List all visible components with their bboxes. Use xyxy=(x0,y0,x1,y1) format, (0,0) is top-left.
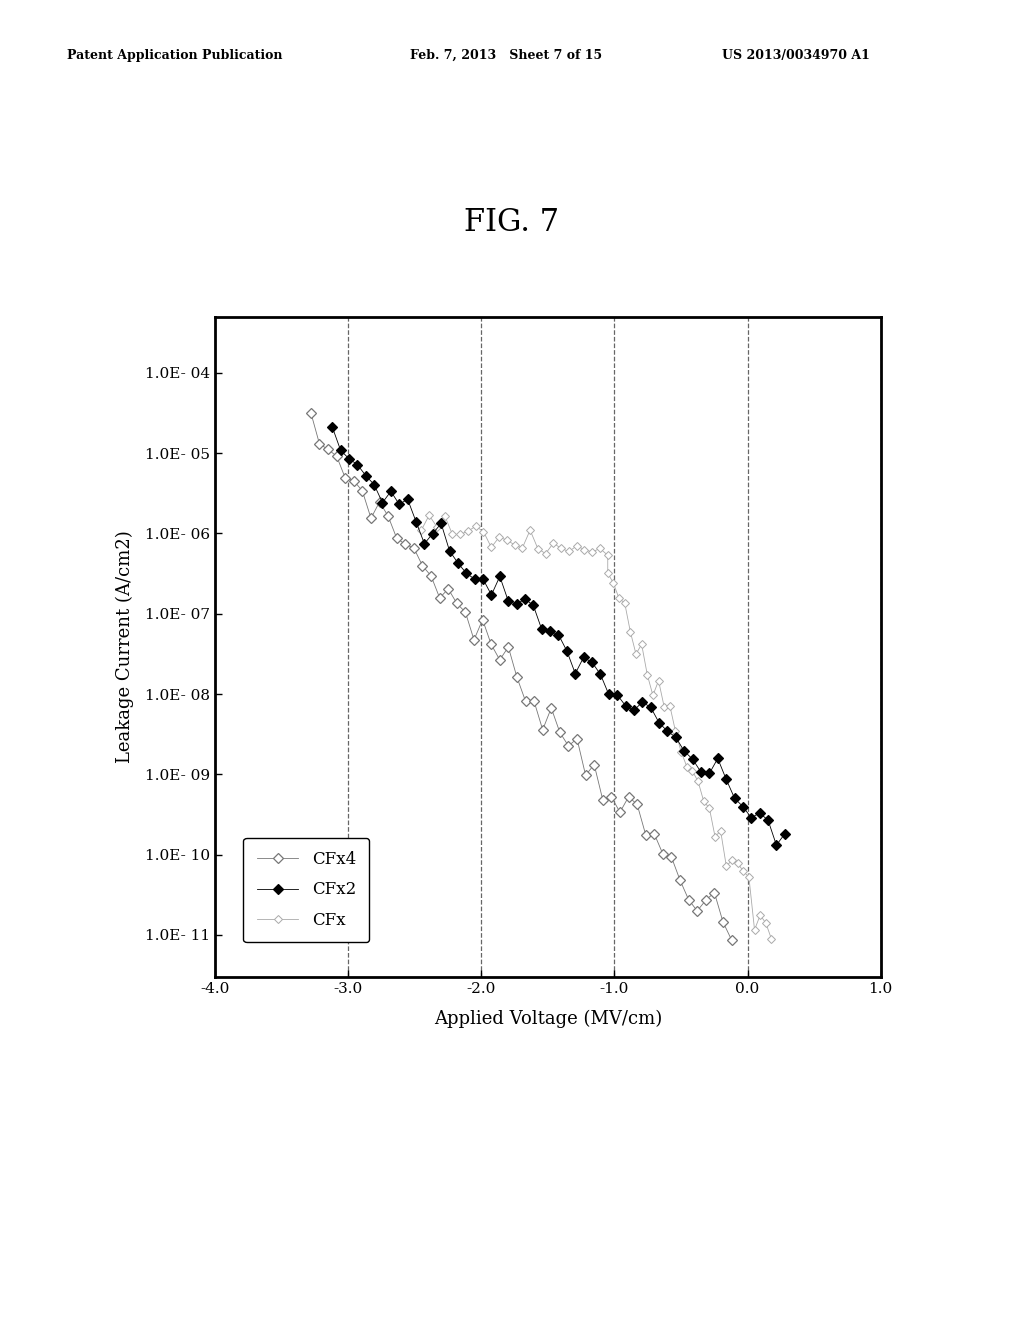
CFx4 xyxy=(623,789,635,805)
CFx4 xyxy=(460,605,472,620)
CFx2 xyxy=(326,418,338,434)
CFx4 xyxy=(408,540,420,556)
CFx4 xyxy=(570,731,583,747)
CFx4 xyxy=(631,796,643,812)
CFx xyxy=(423,507,435,523)
CFx xyxy=(470,519,482,535)
CFx4 xyxy=(451,595,463,611)
CFx2 xyxy=(778,826,791,842)
Line: CFx4: CFx4 xyxy=(307,409,735,944)
CFx4 xyxy=(640,826,652,842)
CFx4 xyxy=(348,473,360,488)
Line: CFx2: CFx2 xyxy=(329,424,788,849)
CFx4 xyxy=(528,693,541,709)
X-axis label: Applied Voltage (MV/cm): Applied Voltage (MV/cm) xyxy=(434,1010,662,1028)
CFx2 xyxy=(770,837,782,853)
CFx xyxy=(524,523,537,539)
CFx2 xyxy=(410,513,422,529)
CFx xyxy=(760,915,772,931)
Legend: CFx4, CFx2, CFx: CFx4, CFx2, CFx xyxy=(244,838,370,942)
CFx2 xyxy=(435,516,447,532)
CFx4 xyxy=(605,789,617,805)
Line: CFx: CFx xyxy=(419,512,774,942)
CFx4 xyxy=(382,508,394,524)
CFx4 xyxy=(485,636,498,652)
CFx4 xyxy=(433,590,445,606)
CFx4 xyxy=(425,568,437,583)
CFx4 xyxy=(365,511,377,527)
CFx4 xyxy=(399,536,412,552)
CFx xyxy=(737,863,750,879)
CFx4 xyxy=(674,873,686,888)
Text: Patent Application Publication: Patent Application Publication xyxy=(67,49,282,62)
CFx4 xyxy=(322,441,334,457)
CFx4 xyxy=(476,611,488,627)
CFx2 xyxy=(494,569,506,585)
CFx4 xyxy=(613,804,626,820)
CFx xyxy=(415,523,427,539)
CFx4 xyxy=(537,722,549,738)
CFx4 xyxy=(725,932,737,948)
CFx4 xyxy=(699,892,712,908)
CFx4 xyxy=(417,558,429,574)
CFx2 xyxy=(762,812,774,828)
CFx4 xyxy=(356,483,369,499)
CFx4 xyxy=(519,693,531,709)
CFx4 xyxy=(691,903,703,919)
CFx4 xyxy=(562,738,574,754)
CFx4 xyxy=(313,436,326,451)
CFx4 xyxy=(502,639,514,655)
CFx2 xyxy=(728,791,740,807)
CFx4 xyxy=(666,849,678,865)
Text: Feb. 7, 2013   Sheet 7 of 15: Feb. 7, 2013 Sheet 7 of 15 xyxy=(410,49,602,62)
CFx4 xyxy=(305,405,317,421)
CFx4 xyxy=(648,826,660,842)
CFx4 xyxy=(709,884,721,900)
CFx4 xyxy=(597,792,609,808)
CFx4 xyxy=(656,846,669,862)
CFx xyxy=(579,541,591,557)
CFx4 xyxy=(339,470,351,486)
CFx4 xyxy=(545,700,557,715)
CFx4 xyxy=(468,632,480,648)
CFx4 xyxy=(374,494,386,510)
CFx4 xyxy=(682,892,694,908)
CFx4 xyxy=(717,913,729,929)
CFx4 xyxy=(331,449,343,465)
CFx4 xyxy=(494,652,506,668)
CFx4 xyxy=(580,767,592,783)
CFx4 xyxy=(588,756,600,772)
Text: US 2013/0034970 A1: US 2013/0034970 A1 xyxy=(722,49,869,62)
Y-axis label: Leakage Current (A/cm2): Leakage Current (A/cm2) xyxy=(116,531,134,763)
CFx4 xyxy=(442,581,455,597)
CFx4 xyxy=(554,725,566,741)
CFx xyxy=(501,532,513,548)
Text: FIG. 7: FIG. 7 xyxy=(465,207,559,238)
CFx4 xyxy=(390,531,402,546)
CFx2 xyxy=(377,495,389,511)
CFx xyxy=(765,931,777,946)
CFx4 xyxy=(511,669,523,685)
